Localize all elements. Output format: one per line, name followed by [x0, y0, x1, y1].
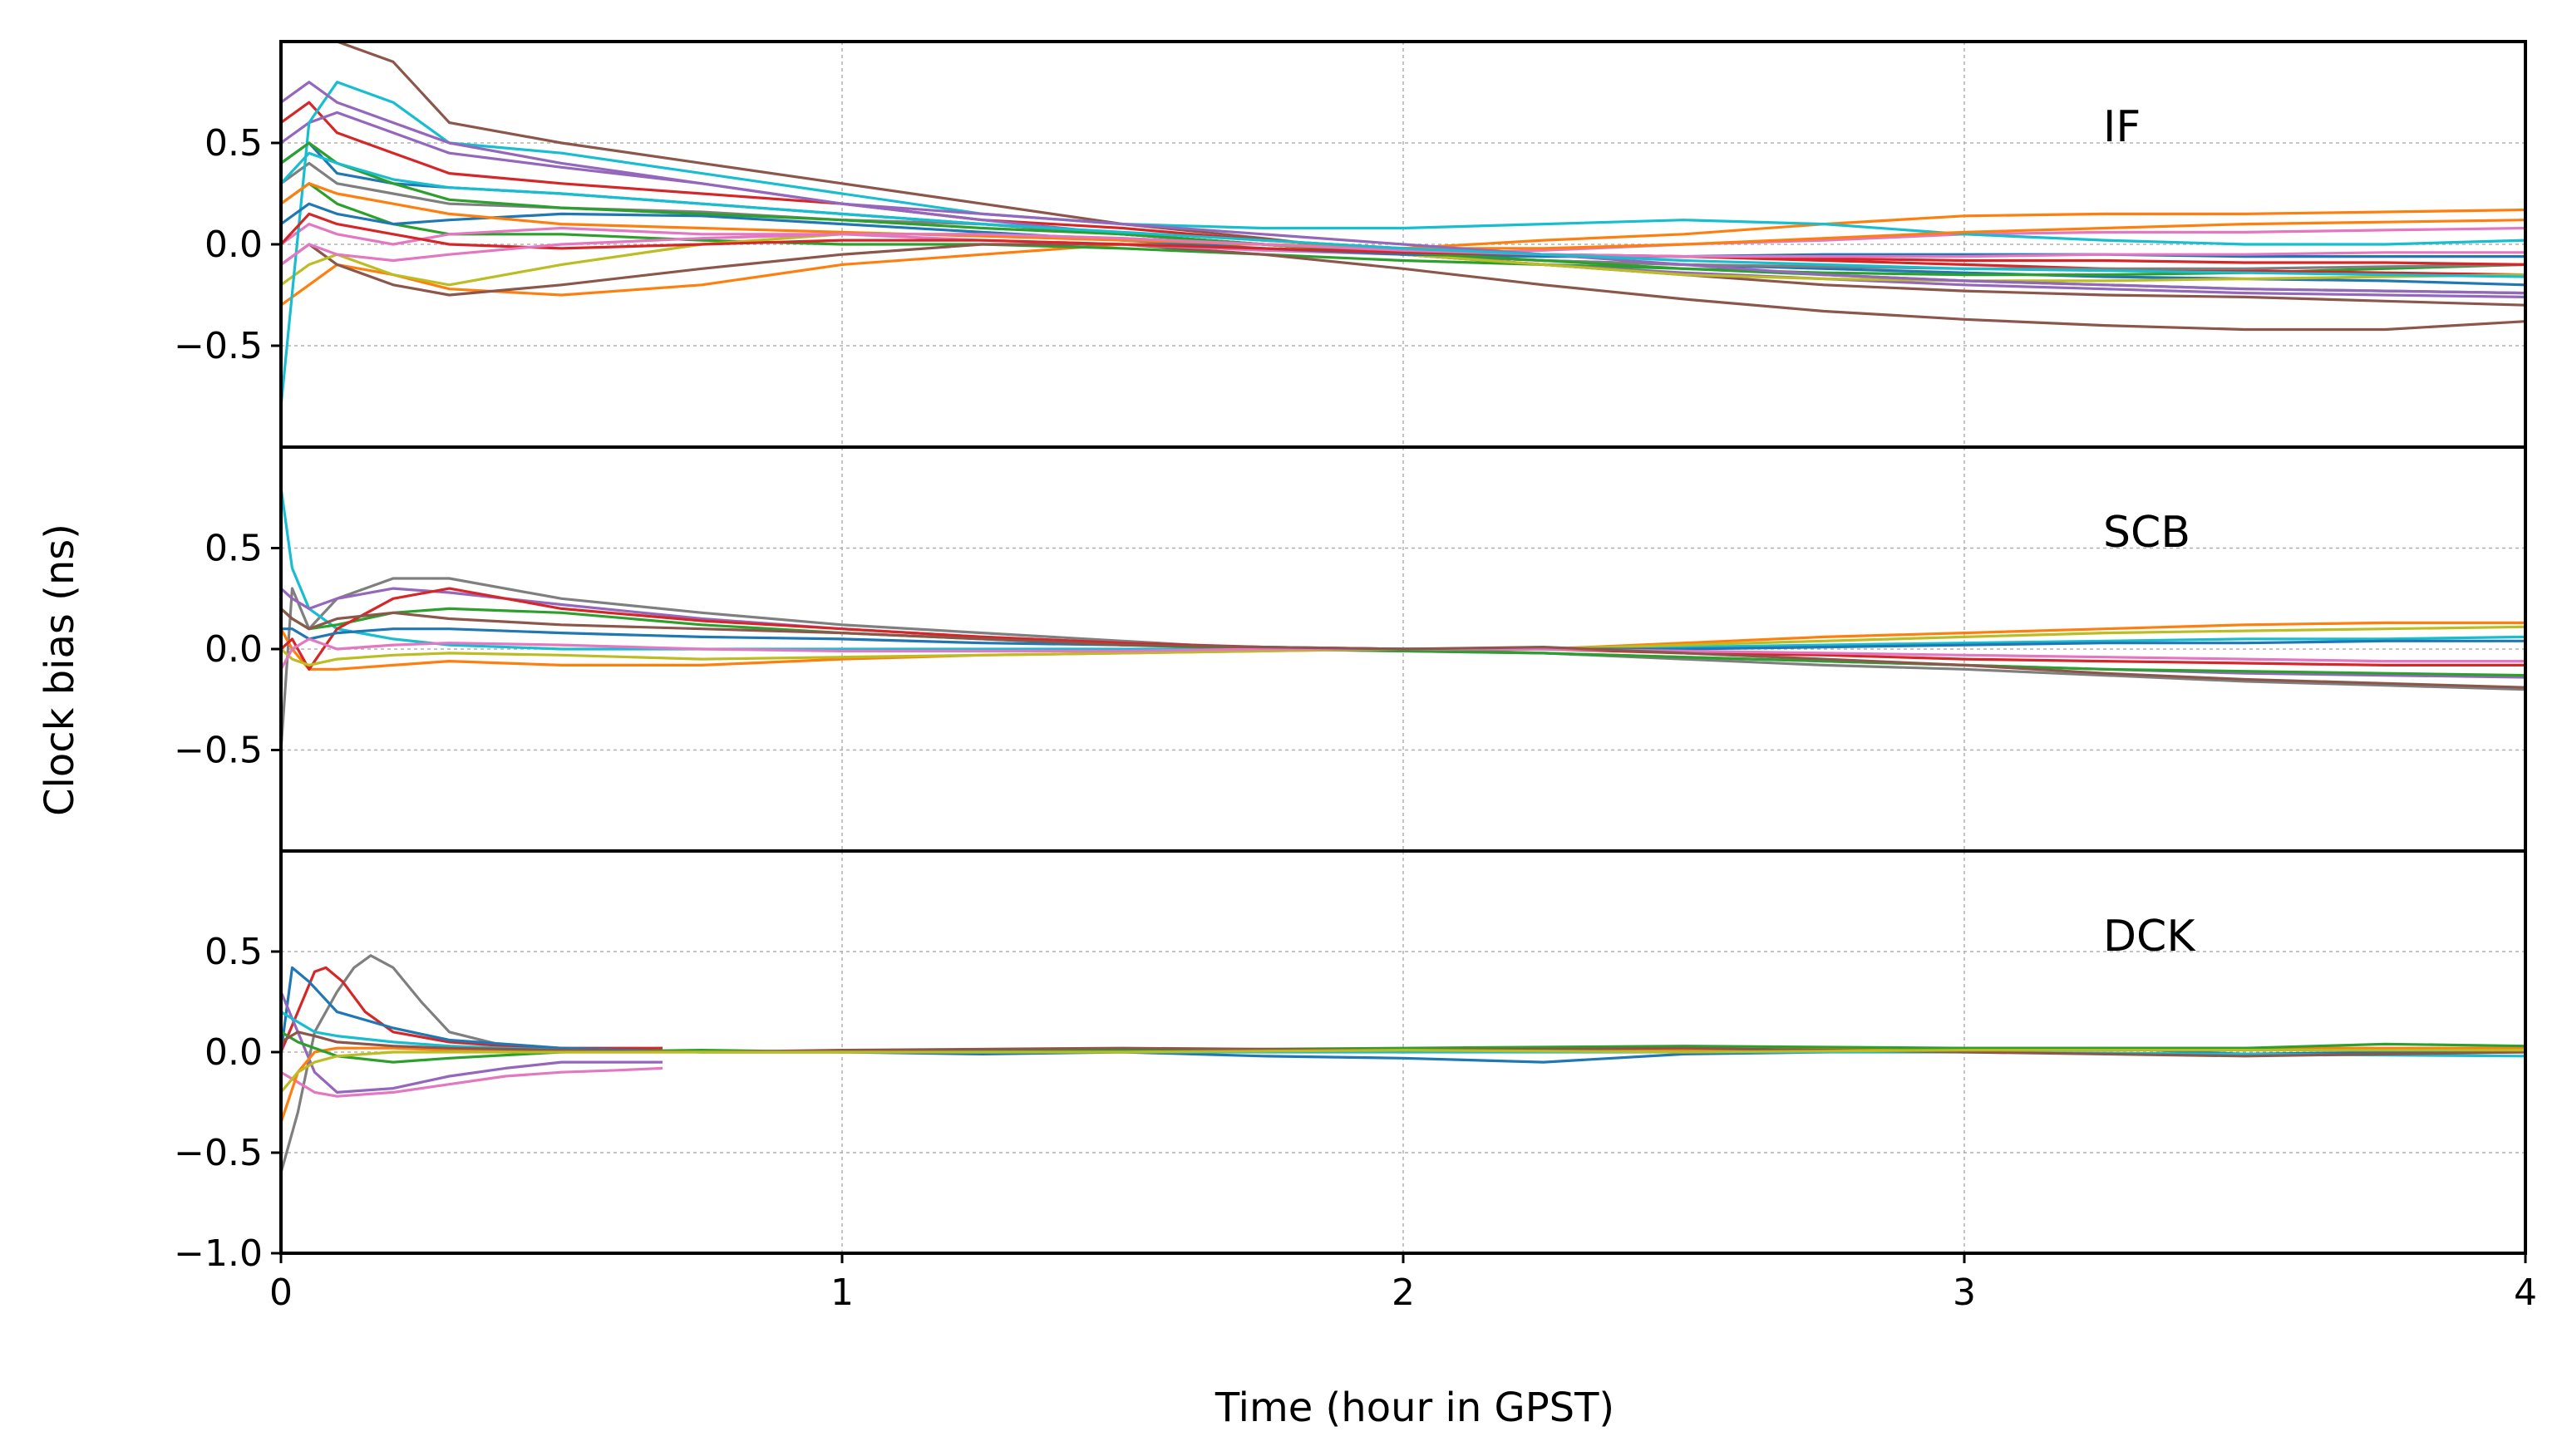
y-tick-label: −0.5 [174, 1132, 263, 1174]
series-line-s15 [281, 212, 2525, 266]
series-line-s02 [281, 966, 663, 1053]
series-group [281, 487, 2525, 750]
series-group [281, 42, 2525, 407]
y-tick-label: −0.5 [174, 730, 263, 772]
series-line-s11 [281, 81, 2525, 407]
panel-dck: 0.5 0.0 −0.5 −1.0 DCK 0 1 2 3 4 [174, 849, 2537, 1314]
panel-label-scb: SCB [2103, 508, 2190, 558]
series-line-s03 [281, 182, 2525, 277]
series-line-s06 [281, 587, 2525, 671]
y-tick-label: −1.0 [174, 1232, 263, 1275]
series-line-s07 [281, 625, 2525, 667]
x-tick-label: 0 [269, 1272, 293, 1314]
series-line-s01 [281, 954, 663, 1173]
series-line-s06 [281, 42, 2525, 307]
x-tick-label: 1 [830, 1272, 854, 1314]
x-tick-label: 4 [2514, 1272, 2537, 1314]
chart-panels: 0.5 0.0 −0.5 IF 0.5 0.0 −0.5 SCB 0.5 0.0 −0.5 −1.0 D… [174, 40, 2537, 1314]
y-tick-label: 0.5 [204, 931, 263, 973]
y-axis-title: Clock bias (ns) [37, 524, 83, 816]
series-line-s18 [281, 151, 2525, 278]
x-tick-label: 2 [1392, 1272, 1415, 1314]
series-line-s01 [281, 577, 2525, 750]
y-tick-label: 0.5 [204, 528, 263, 570]
series-group [281, 954, 2525, 1173]
panel-label-dck: DCK [2103, 912, 2196, 962]
series-line-s05 [281, 1066, 663, 1098]
panel-label-if: IF [2103, 102, 2141, 152]
series-line-s10 [281, 1048, 2525, 1094]
series-line-s10 [281, 607, 2525, 689]
series-line-s17 [281, 233, 2525, 266]
x-tick-label: 3 [1953, 1272, 1976, 1314]
x-axis-title: Time (hour in GPST) [1214, 1385, 1614, 1431]
series-line-s04 [281, 991, 663, 1094]
y-tick-label: 0.0 [204, 224, 263, 266]
panel-scb: 0.5 0.0 −0.5 SCB [174, 445, 2527, 853]
series-line-s16 [281, 81, 2525, 295]
y-tick-label: 0.5 [204, 122, 263, 165]
series-line-s09 [281, 637, 2525, 671]
y-tick-label: 0.0 [204, 628, 263, 671]
y-tick-label: 0.0 [204, 1031, 263, 1074]
series-line-s07 [281, 243, 2525, 332]
y-tick-label: −0.5 [174, 325, 263, 367]
panel-if: 0.5 0.0 −0.5 IF [174, 40, 2527, 449]
